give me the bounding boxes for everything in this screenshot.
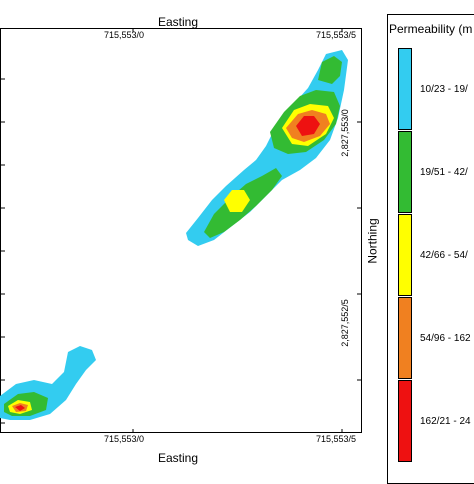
sw-zone-red — [15, 405, 25, 411]
legend-swatch-1 — [398, 48, 412, 130]
top-tick-label-1: 715,553/0 — [104, 30, 145, 40]
top-axis-title: Easting — [158, 15, 199, 29]
ne-zone-yellow-2 — [224, 190, 250, 212]
legend-label-5: 162/21 - 24 — [420, 416, 471, 427]
legend-swatch-4 — [398, 297, 412, 379]
tick-marks — [0, 28, 362, 433]
legend-label-2: 19/51 - 42/ — [420, 167, 468, 178]
legend-swatch-5 — [398, 380, 412, 462]
bottom-tick-label-1: 715,553/0 — [104, 434, 145, 444]
ne-zone-green-3 — [318, 56, 342, 84]
bottom-axis-title: Easting — [158, 451, 199, 465]
legend-label-3: 42/66 - 54/ — [420, 250, 468, 261]
map-canvas — [0, 28, 362, 433]
legend-title: Permeability (m — [389, 22, 473, 36]
map-frame — [0, 28, 362, 433]
legend-label-4: 54/96 - 162 — [420, 333, 471, 344]
southwest-permeability-body — [0, 346, 96, 420]
top-tick-label-2: 715,553/5 — [316, 30, 357, 40]
ne-zone-red — [296, 116, 320, 136]
legend-swatch-3 — [398, 214, 412, 296]
bottom-tick-label-2: 715,553/5 — [316, 434, 357, 444]
legend-swatch-2 — [398, 131, 412, 213]
legend-label-1: 10/23 - 19/ — [420, 84, 468, 95]
northeast-permeability-body — [186, 50, 348, 246]
